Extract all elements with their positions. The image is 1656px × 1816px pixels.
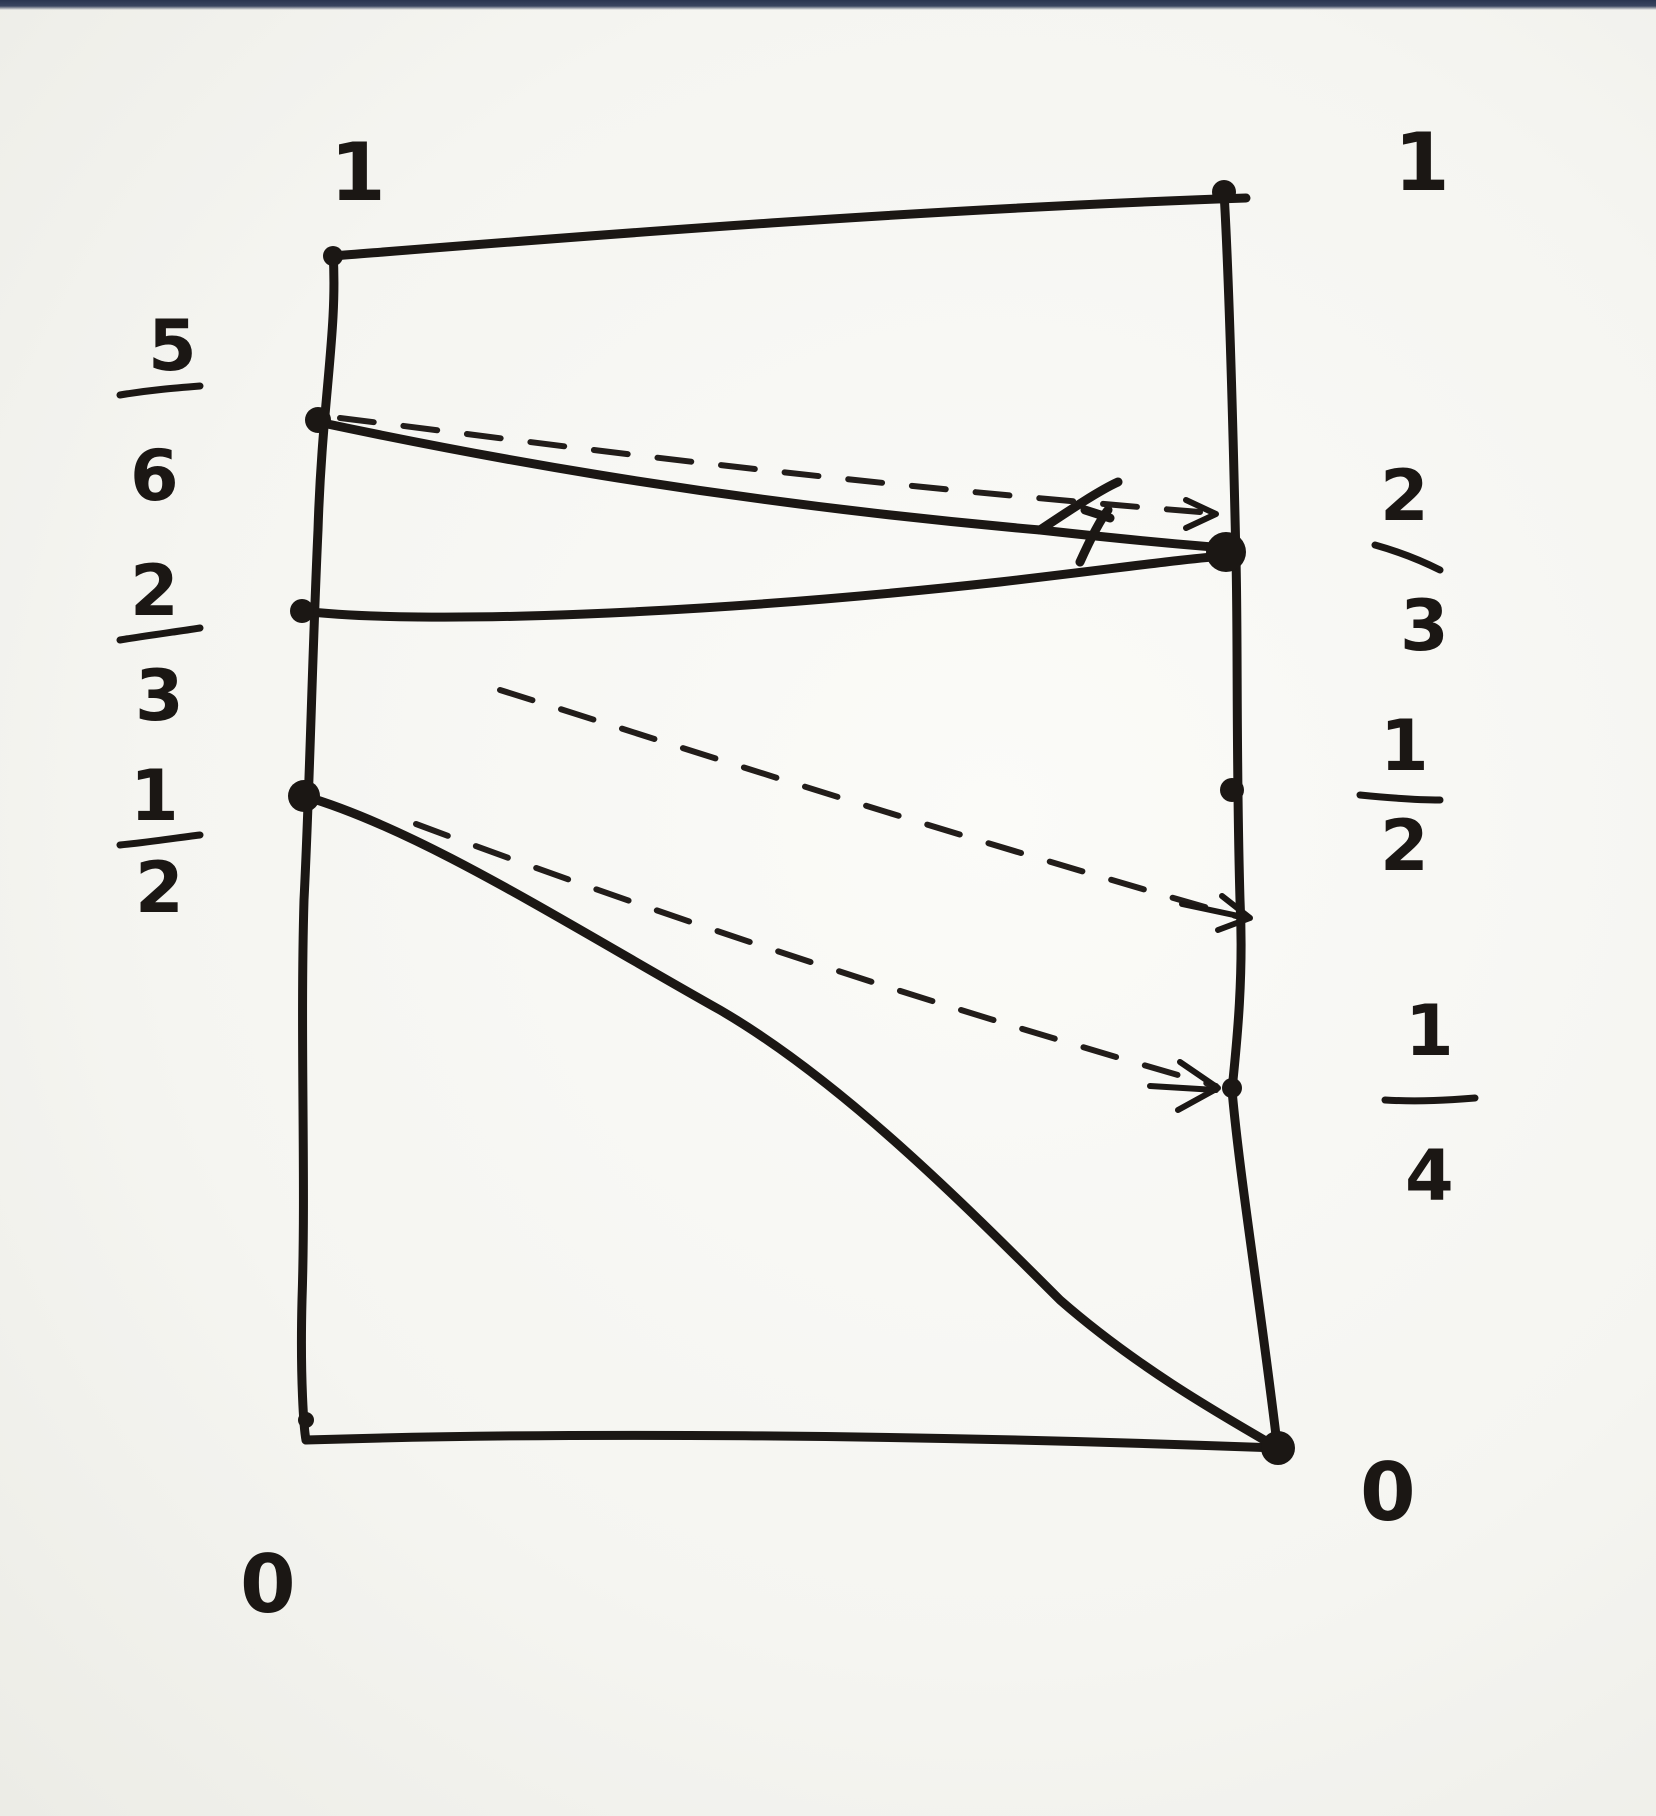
left-five-sixths-denominator: 6 [130,435,179,517]
right-quarter-numerator: 1 [1405,990,1454,1072]
left-two-thirds-denominator: 3 [135,655,184,737]
left-point-one [323,246,343,266]
map-line-two-thirds [297,551,1231,622]
dashed-arrowhead-half [1147,1059,1221,1113]
right-half-numerator: 1 [1380,705,1429,787]
left-half-denominator: 2 [135,847,184,929]
left-point-half [288,780,320,812]
right-axis-line [1219,187,1283,1457]
right-half-denominator: 2 [1380,805,1429,887]
right-point-half [1220,778,1244,802]
left-label-two-thirds: 2 3 [116,550,204,737]
map-line-five-sixths [313,417,1231,553]
right-two-thirds-denominator: 3 [1400,585,1449,667]
right-point-two-thirds [1206,532,1246,572]
left-point-five-sixths [305,407,331,433]
map-line-top [328,193,1251,261]
dashed-map-half [413,821,1219,1089]
right-label-top: 1 [1394,116,1450,209]
map-line-bottom [301,1430,1283,1453]
arrowhead-five-sixths [1035,477,1123,567]
right-label-two-thirds: 2 3 [1371,455,1449,667]
dashed-arrowhead-two-thirds [1179,893,1253,933]
photo-top-edge [0,0,1656,10]
right-point-one [1212,180,1236,204]
left-half-numerator: 1 [130,755,179,837]
dashed-map-five-sixths [337,415,1203,515]
left-point-two-thirds [290,599,314,623]
left-two-thirds-numerator: 2 [130,550,179,632]
left-point-zero [298,1412,314,1428]
dashed-map-two-thirds [497,687,1239,919]
right-quarter-denominator: 4 [1405,1135,1454,1217]
left-label-bottom: 0 [240,1538,296,1631]
right-label-bottom: 0 [1360,1446,1416,1539]
left-label-half: 1 2 [116,755,204,929]
right-label-quarter: 1 4 [1381,990,1479,1217]
left-label-five-sixths: 5 6 [116,305,204,517]
dashed-arrowhead-five-sixths [1183,497,1219,531]
right-point-zero [1261,1431,1295,1465]
left-five-sixths-numerator: 5 [148,305,197,387]
right-point-quarter [1222,1078,1242,1098]
map-line-half-to-zero [299,791,1283,1453]
left-label-top: 1 [330,126,386,219]
right-label-half: 1 2 [1356,705,1444,887]
right-two-thirds-numerator: 2 [1380,455,1429,537]
